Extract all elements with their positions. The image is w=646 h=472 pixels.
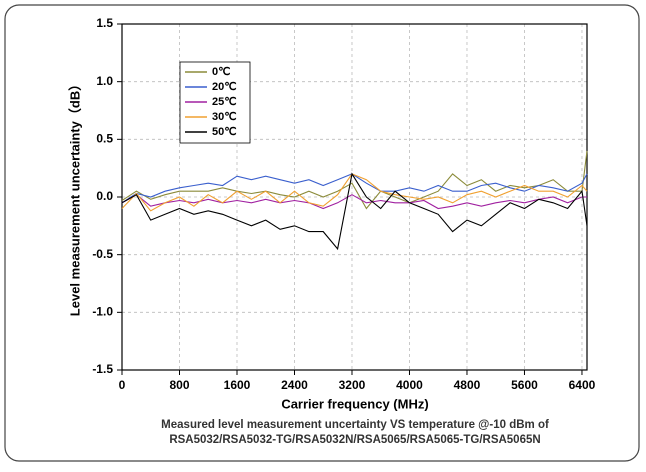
series-line xyxy=(121,173,588,212)
y-tick-label: -0.5 xyxy=(92,247,113,261)
x-tick-label: 5600 xyxy=(511,378,538,392)
y-tick-label: 0.0 xyxy=(96,189,113,203)
x-tick-label: 4800 xyxy=(454,378,481,392)
y-axis-label: Level measurement uncertainty（dB） xyxy=(67,78,82,316)
x-tick-label: 4000 xyxy=(396,378,423,392)
series-line xyxy=(121,173,588,204)
x-tick-label: 800 xyxy=(169,378,189,392)
legend-label: 0℃ xyxy=(212,66,230,78)
legend-label: 50℃ xyxy=(212,126,237,138)
y-tick-label: 0.5 xyxy=(96,132,113,146)
y-tick-label: -1.5 xyxy=(92,362,113,376)
x-tick-label: 2400 xyxy=(281,378,308,392)
x-tick-label: 0 xyxy=(119,378,126,392)
series-line xyxy=(121,150,588,210)
x-axis-label: Carrier frequency (MHz) xyxy=(281,396,428,411)
caption: RSA5032/RSA5032-TG/RSA5032N/RSA5065/RSA5… xyxy=(169,434,540,446)
caption: Measured level measurement uncertainty V… xyxy=(161,419,549,431)
x-tick-label: 3200 xyxy=(339,378,366,392)
legend-label: 30℃ xyxy=(212,111,237,123)
series-line xyxy=(121,172,588,251)
x-tick-label: 1600 xyxy=(224,378,251,392)
x-tick-label: 6400 xyxy=(569,378,596,392)
y-tick-label: 1.0 xyxy=(96,74,113,88)
legend-label: 20℃ xyxy=(212,81,237,93)
frame xyxy=(4,4,640,462)
y-tick-label: -1.0 xyxy=(92,305,113,319)
y-tick-label: 1.5 xyxy=(96,16,113,30)
legend-label: 25℃ xyxy=(212,96,237,108)
